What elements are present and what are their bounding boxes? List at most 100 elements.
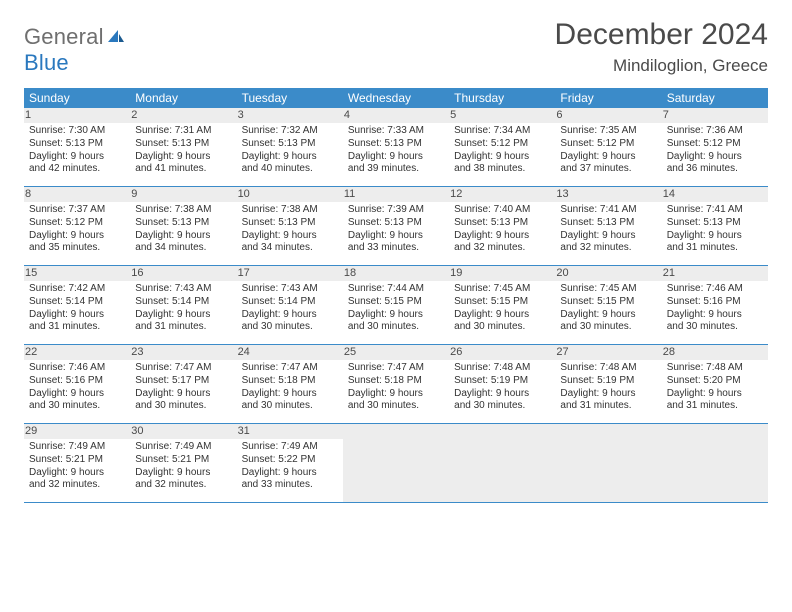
day-info-line: Daylight: 9 hours — [454, 230, 550, 243]
day-info-line: and 31 minutes. — [29, 321, 125, 334]
day-info-line: Sunrise: 7:33 AM — [348, 125, 444, 138]
day-number: 13 — [555, 187, 661, 202]
day-cell: 18Sunrise: 7:44 AMSunset: 5:15 PMDayligh… — [343, 266, 449, 344]
week-row: 15Sunrise: 7:42 AMSunset: 5:14 PMDayligh… — [24, 266, 768, 345]
day-info-line: Sunrise: 7:49 AM — [242, 441, 338, 454]
day-info-line: Sunrise: 7:38 AM — [135, 204, 231, 217]
day-info-line: and 30 minutes. — [454, 400, 550, 413]
day-info-line: and 36 minutes. — [667, 163, 763, 176]
day-info-line: Daylight: 9 hours — [29, 467, 125, 480]
day-info-line: and 40 minutes. — [242, 163, 338, 176]
day-info-line: Sunrise: 7:43 AM — [135, 283, 231, 296]
day-info-line: Sunrise: 7:46 AM — [29, 362, 125, 375]
day-info-line: Daylight: 9 hours — [242, 467, 338, 480]
day-number: 11 — [343, 187, 449, 202]
day-info-line: Sunrise: 7:43 AM — [242, 283, 338, 296]
day-cell: 21Sunrise: 7:46 AMSunset: 5:16 PMDayligh… — [662, 266, 768, 344]
day-cell: 16 Sunrise: 7:43 AMSunset: 5:14 PMDayligh… — [130, 266, 236, 344]
day-info-line: Sunset: 5:13 PM — [135, 217, 231, 230]
day-info-line: and 30 minutes. — [29, 400, 125, 413]
day-info-line: Daylight: 9 hours — [135, 309, 231, 322]
day-cell: 15Sunrise: 7:42 AMSunset: 5:14 PMDayligh… — [24, 266, 130, 344]
day-info-line: Daylight: 9 hours — [29, 151, 125, 164]
day-info-line: Sunset: 5:13 PM — [29, 138, 125, 151]
day-info-line: Daylight: 9 hours — [667, 230, 763, 243]
day-info-line: Sunset: 5:18 PM — [348, 375, 444, 388]
day-info-line: Daylight: 9 hours — [454, 309, 550, 322]
day-info-line: Daylight: 9 hours — [135, 151, 231, 164]
day-info-line: Daylight: 9 hours — [560, 388, 656, 401]
day-info-line: Sunset: 5:12 PM — [667, 138, 763, 151]
day-empty — [555, 424, 661, 502]
day-info-line: Sunrise: 7:32 AM — [242, 125, 338, 138]
day-info-line: Sunset: 5:14 PM — [135, 296, 231, 309]
day-cell: 13Sunrise: 7:41 AMSunset: 5:13 PMDayligh… — [555, 187, 661, 265]
logo: GeneralBlue — [24, 18, 126, 76]
day-info-line: and 34 minutes. — [242, 242, 338, 255]
day-number: 16 — [130, 266, 236, 281]
day-number: 10 — [237, 187, 343, 202]
logo-part1: General — [24, 24, 104, 49]
day-info-line: Sunset: 5:21 PM — [135, 454, 231, 467]
day-info-line: Sunrise: 7:36 AM — [667, 125, 763, 138]
day-cell: 31Sunrise: 7:49 AMSunset: 5:22 PMDayligh… — [237, 424, 343, 502]
logo-part2: Blue — [24, 50, 69, 75]
week-row: 1Sunrise: 7:30 AMSunset: 5:13 PMDaylight… — [24, 108, 768, 187]
day-info-line: Sunset: 5:18 PM — [242, 375, 338, 388]
day-info-line: Daylight: 9 hours — [667, 309, 763, 322]
day-info-line: Sunrise: 7:41 AM — [667, 204, 763, 217]
day-cell: 24Sunrise: 7:47 AMSunset: 5:18 PMDayligh… — [237, 345, 343, 423]
day-info-line: Sunset: 5:15 PM — [560, 296, 656, 309]
day-cell: 17Sunrise: 7:43 AMSunset: 5:14 PMDayligh… — [237, 266, 343, 344]
day-info-line: Sunset: 5:21 PM — [29, 454, 125, 467]
day-number: 30 — [130, 424, 236, 439]
day-info-line: Sunrise: 7:42 AM — [29, 283, 125, 296]
day-info-line: Sunset: 5:13 PM — [242, 217, 338, 230]
calendar: SundayMondayTuesdayWednesdayThursdayFrid… — [24, 88, 768, 503]
header: GeneralBlue December 2024 Mindiloglion, … — [24, 18, 768, 76]
day-info-line: Sunrise: 7:37 AM — [29, 204, 125, 217]
day-cell: 3Sunrise: 7:32 AMSunset: 5:13 PMDaylight… — [237, 108, 343, 186]
day-info-line: Sunrise: 7:31 AM — [135, 125, 231, 138]
day-info-line: and 30 minutes. — [454, 321, 550, 334]
day-number: 20 — [555, 266, 661, 281]
day-cell: 6Sunrise: 7:35 AMSunset: 5:12 PMDaylight… — [555, 108, 661, 186]
day-info-line: Sunrise: 7:40 AM — [454, 204, 550, 217]
week-row: 29Sunrise: 7:49 AMSunset: 5:21 PMDayligh… — [24, 424, 768, 503]
day-info-line: Sunrise: 7:41 AM — [560, 204, 656, 217]
day-info-line: and 32 minutes. — [560, 242, 656, 255]
weekday-header: Tuesday — [237, 88, 343, 108]
week-row: 8Sunrise: 7:37 AMSunset: 5:12 PMDaylight… — [24, 187, 768, 266]
day-info-line: Daylight: 9 hours — [135, 388, 231, 401]
day-info-line: and 41 minutes. — [135, 163, 231, 176]
day-cell: 25Sunrise: 7:47 AMSunset: 5:18 PMDayligh… — [343, 345, 449, 423]
week-row: 22Sunrise: 7:46 AMSunset: 5:16 PMDayligh… — [24, 345, 768, 424]
day-number: 19 — [449, 266, 555, 281]
day-number: 27 — [555, 345, 661, 360]
day-info-line: Sunrise: 7:30 AM — [29, 125, 125, 138]
day-cell: 19Sunrise: 7:45 AMSunset: 5:15 PMDayligh… — [449, 266, 555, 344]
day-cell: 27Sunrise: 7:48 AMSunset: 5:19 PMDayligh… — [555, 345, 661, 423]
day-info-line: Daylight: 9 hours — [348, 388, 444, 401]
day-info-line: Sunrise: 7:49 AM — [135, 441, 231, 454]
day-info-line: Sunset: 5:20 PM — [667, 375, 763, 388]
day-info-line: Sunrise: 7:46 AM — [667, 283, 763, 296]
day-info-line: Sunrise: 7:45 AM — [560, 283, 656, 296]
day-info-line: Sunset: 5:13 PM — [560, 217, 656, 230]
day-info-line: Sunset: 5:13 PM — [348, 138, 444, 151]
day-info-line: and 32 minutes. — [29, 479, 125, 492]
day-number: 21 — [662, 266, 768, 281]
day-info-line: and 35 minutes. — [29, 242, 125, 255]
logo-sail-icon — [106, 24, 126, 49]
day-info-line: Daylight: 9 hours — [242, 230, 338, 243]
day-info-line: Daylight: 9 hours — [29, 388, 125, 401]
day-empty — [449, 424, 555, 502]
day-cell: 7Sunrise: 7:36 AMSunset: 5:12 PMDaylight… — [662, 108, 768, 186]
day-info-line: Sunset: 5:12 PM — [454, 138, 550, 151]
day-info-line: Sunset: 5:13 PM — [454, 217, 550, 230]
weekday-header: Friday — [555, 88, 661, 108]
day-info-line: and 30 minutes. — [135, 400, 231, 413]
day-info-line: and 32 minutes. — [135, 479, 231, 492]
day-info-line: and 39 minutes. — [348, 163, 444, 176]
day-info-line: Sunrise: 7:35 AM — [560, 125, 656, 138]
